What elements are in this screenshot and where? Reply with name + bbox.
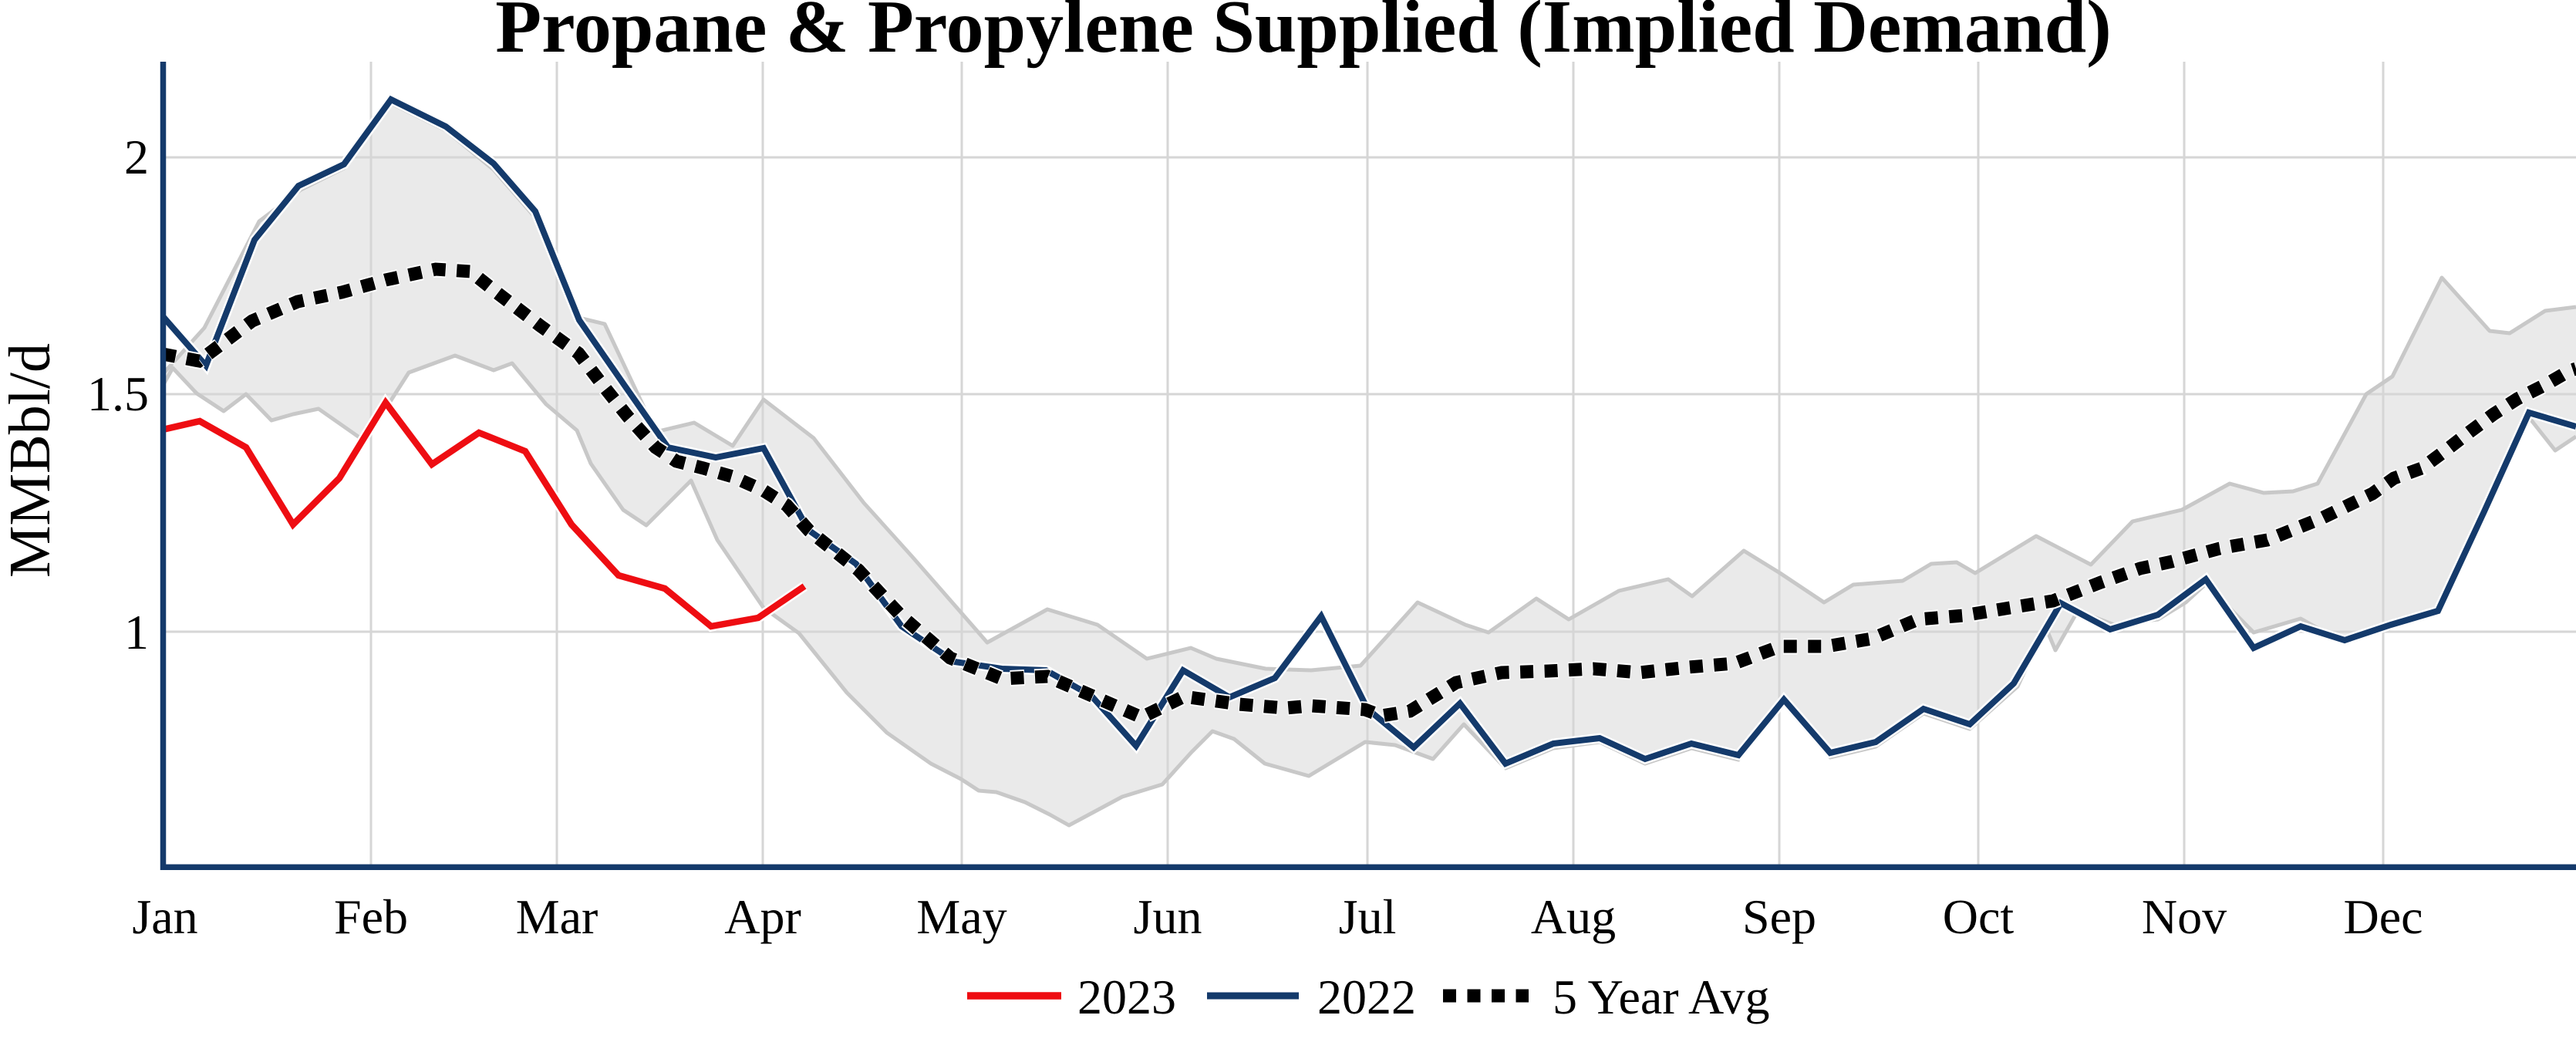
svg-text:Apr: Apr — [724, 889, 801, 944]
svg-text:2: 2 — [124, 130, 149, 184]
svg-text:Mar: Mar — [516, 889, 598, 944]
svg-text:Nov: Nov — [2142, 889, 2227, 944]
svg-text:May: May — [916, 889, 1006, 944]
svg-text:1: 1 — [124, 605, 149, 659]
svg-text:2022: 2022 — [1317, 970, 1416, 1024]
svg-text:Dec: Dec — [2343, 889, 2423, 944]
svg-text:Jun: Jun — [1134, 889, 1202, 944]
svg-text:5 Year Avg: 5 Year Avg — [1553, 970, 1770, 1024]
svg-text:2023: 2023 — [1077, 970, 1176, 1024]
svg-text:Aug: Aug — [1531, 889, 1616, 944]
svg-text:Jul: Jul — [1339, 889, 1397, 944]
svg-text:Oct: Oct — [1943, 889, 2015, 944]
svg-text:Feb: Feb — [334, 889, 408, 944]
svg-text:MMBbl/d: MMBbl/d — [0, 343, 62, 578]
svg-text:Sep: Sep — [1742, 889, 1816, 944]
svg-text:Propane & Propylene Supplied (: Propane & Propylene Supplied (Implied De… — [495, 0, 2111, 69]
svg-text:Jan: Jan — [132, 889, 197, 944]
svg-text:1.5: 1.5 — [87, 366, 149, 421]
